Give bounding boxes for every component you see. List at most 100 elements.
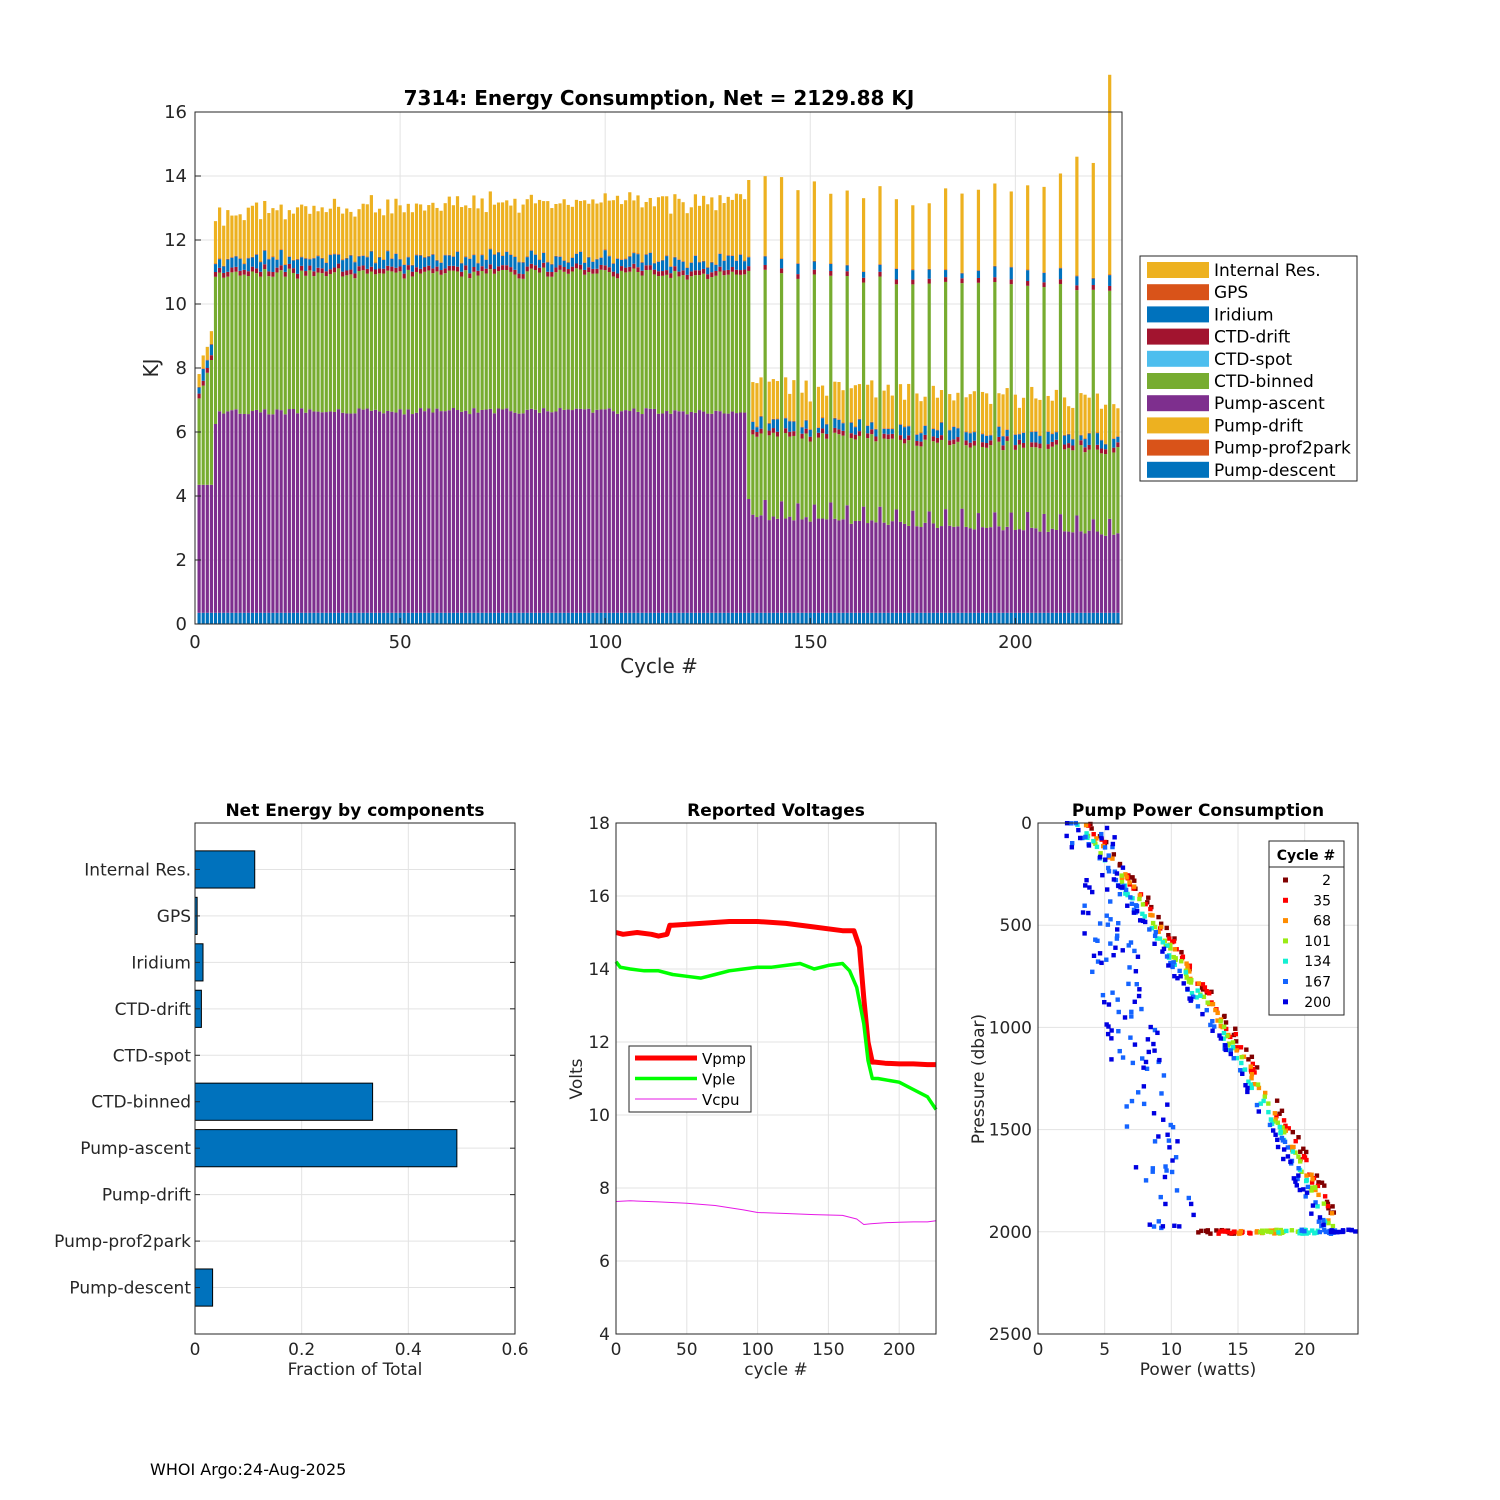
energy-bar-segment bbox=[304, 258, 308, 272]
energy-bar-segment bbox=[361, 270, 365, 410]
energy-bar-segment bbox=[775, 419, 780, 432]
energy-bar-segment bbox=[681, 261, 685, 271]
energy-bar-segment bbox=[246, 612, 250, 624]
energy-bar-segment bbox=[890, 612, 894, 624]
energy-bar-segment bbox=[1112, 534, 1116, 613]
energy-ytick-label: 16 bbox=[164, 102, 187, 123]
energy-bar-segment bbox=[365, 204, 369, 257]
energy-bar-segment bbox=[615, 258, 620, 259]
energy-bar-segment bbox=[857, 435, 862, 521]
energy-bar-segment bbox=[944, 281, 948, 510]
energy-bar-segment bbox=[923, 425, 927, 426]
energy-bar-segment bbox=[242, 274, 246, 414]
energy-bar-segment bbox=[451, 270, 456, 409]
energy-bar-segment bbox=[402, 264, 406, 265]
energy-bar-segment bbox=[332, 272, 337, 412]
energy-bar-segment bbox=[460, 612, 464, 624]
net-category-label: Iridium bbox=[131, 953, 191, 973]
energy-bar-segment bbox=[213, 612, 218, 624]
energy-bar-segment bbox=[702, 260, 706, 262]
energy-bar-segment bbox=[390, 266, 394, 272]
energy-bar-segment bbox=[931, 429, 935, 437]
energy-legend-swatch bbox=[1147, 373, 1209, 389]
energy-bar-segment bbox=[923, 425, 927, 435]
energy-bar-segment bbox=[1099, 453, 1104, 535]
energy-bar-segment bbox=[911, 612, 915, 624]
energy-bar-segment bbox=[640, 612, 644, 624]
energy-bar-segment bbox=[825, 395, 829, 424]
energy-bar-segment bbox=[439, 262, 443, 271]
energy-bar-segment bbox=[972, 391, 976, 432]
pump-point bbox=[1093, 937, 1098, 942]
energy-bar-segment bbox=[578, 251, 583, 265]
pump-point bbox=[1111, 852, 1117, 857]
energy-bar-segment bbox=[377, 411, 382, 613]
pump-point bbox=[1224, 1026, 1229, 1032]
energy-bar-segment bbox=[205, 368, 209, 373]
energy-bar-segment bbox=[578, 201, 583, 252]
energy-bar-segment bbox=[829, 264, 833, 271]
pump-point bbox=[1106, 869, 1112, 874]
pump-point bbox=[1217, 1033, 1222, 1038]
energy-bar-segment bbox=[250, 257, 255, 267]
energy-bar-segment bbox=[357, 270, 361, 409]
energy-bar-segment bbox=[1042, 272, 1046, 273]
net-category-label: Internal Res. bbox=[84, 860, 191, 880]
energy-bar-segment bbox=[291, 272, 296, 410]
pump-point bbox=[1140, 1056, 1145, 1061]
pump-point bbox=[1174, 1188, 1180, 1193]
energy-bar-segment bbox=[964, 445, 968, 527]
pump-legend-box bbox=[1268, 840, 1345, 1016]
energy-bar-segment bbox=[418, 268, 423, 274]
energy-bar-segment bbox=[1034, 442, 1038, 448]
energy-bar-segment bbox=[427, 270, 431, 409]
pump-point bbox=[1217, 1229, 1223, 1234]
pump-point bbox=[1233, 1026, 1238, 1031]
energy-bar-segment bbox=[894, 612, 899, 624]
energy-bar-segment bbox=[250, 271, 255, 412]
pump-point bbox=[1329, 1211, 1335, 1216]
energy-bar-segment bbox=[1030, 527, 1034, 613]
pump-point bbox=[1238, 1068, 1243, 1073]
energy-bar-segment bbox=[853, 439, 857, 521]
energy-bar-segment bbox=[796, 274, 800, 279]
pump-point bbox=[1152, 1027, 1158, 1033]
pump-point bbox=[1133, 1165, 1139, 1170]
energy-bar-segment bbox=[607, 256, 611, 268]
energy-bar-segment bbox=[410, 276, 414, 415]
energy-bar-segment bbox=[800, 433, 804, 439]
energy-bar-segment bbox=[587, 256, 591, 258]
energy-bar-segment bbox=[738, 270, 743, 275]
energy-bar-segment bbox=[488, 612, 492, 624]
energy-bar-segment bbox=[1046, 531, 1050, 613]
pump-point bbox=[1148, 906, 1153, 912]
energy-bar-segment bbox=[980, 527, 985, 613]
energy-bar-segment bbox=[964, 440, 968, 446]
energy-bar-segment bbox=[915, 612, 919, 624]
energy-bar-segment bbox=[1103, 454, 1108, 536]
energy-bar-segment bbox=[250, 411, 255, 613]
energy-bar-segment bbox=[566, 269, 570, 274]
energy-bar-segment bbox=[1058, 173, 1063, 268]
energy-bar-segment bbox=[341, 259, 345, 261]
energy-bar-segment bbox=[837, 381, 841, 420]
energy-bar-segment bbox=[722, 203, 726, 261]
energy-bar-segment bbox=[939, 439, 944, 527]
energy-bar-segment bbox=[931, 428, 935, 430]
energy-bar-segment bbox=[944, 509, 948, 613]
energy-bar-segment bbox=[287, 256, 291, 257]
energy-bar-segment bbox=[792, 612, 796, 624]
energy-bar-segment bbox=[271, 208, 275, 257]
energy-bar-segment bbox=[1034, 431, 1038, 432]
energy-bar-segment bbox=[275, 267, 279, 273]
energy-bar-segment bbox=[533, 203, 538, 255]
energy-bar-segment bbox=[1095, 432, 1099, 434]
pump-point bbox=[1151, 1111, 1157, 1116]
pump-legend-marker bbox=[1283, 999, 1288, 1005]
energy-bar-segment bbox=[279, 410, 283, 613]
energy-bar-segment bbox=[537, 267, 542, 273]
net-bar bbox=[194, 1082, 374, 1121]
energy-bar-segment bbox=[250, 205, 255, 257]
energy-bar-segment bbox=[246, 207, 250, 258]
net-category-label: CTD-drift bbox=[115, 1000, 192, 1020]
